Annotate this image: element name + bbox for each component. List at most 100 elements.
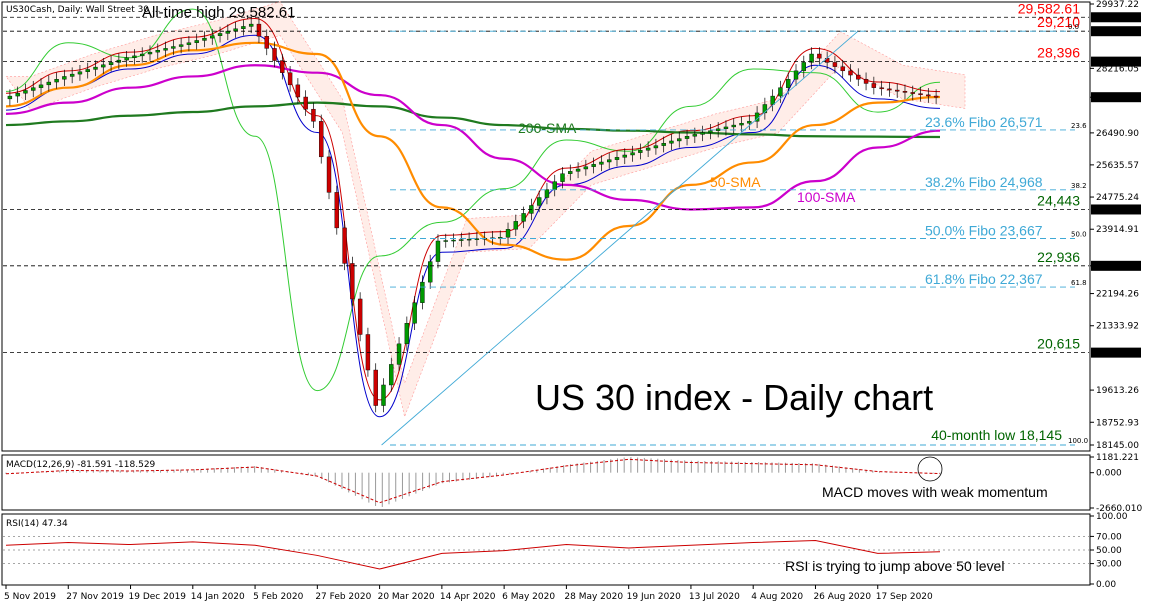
sma-line [5,101,941,139]
level-label: 22,936 [1037,249,1080,265]
candle-down [303,96,308,110]
candle-up [793,70,799,80]
candle-up [536,197,542,206]
current-price-box [1091,92,1141,103]
date-tick-label: 28 May 2020 [564,592,623,602]
candle-down [856,74,861,80]
candle-up [396,343,402,365]
rsi-panel [1,513,1091,586]
candle-down [311,108,316,122]
candle-up [163,48,168,51]
fibo-end-pct: 0.0 [1068,23,1079,31]
candle-up [645,147,651,151]
candle-up [770,95,775,105]
candle-up [638,150,643,153]
date-tick-label: 5 Feb 2020 [253,592,304,602]
candlesticks [7,17,939,413]
price-tick-label: 28216.05 [1096,64,1139,74]
price-tick-label: 23914.91 [1096,225,1139,235]
candle-up [513,221,519,230]
candle-up [210,35,215,39]
candle-down [334,192,339,229]
candle-up [420,281,425,303]
macd-panel [1,454,1091,511]
level-tick-box [1091,26,1141,37]
candle-down [933,95,939,98]
date-tick-label: 26 Aug 2020 [813,592,871,602]
date-tick-label: 19 Dec 2019 [129,592,187,602]
candle-up [404,323,410,345]
candle-up [155,50,160,53]
candle-up [708,130,713,133]
candle-down [848,70,853,76]
rsi-note: RSI is trying to jump above 50 level [785,558,1004,574]
price-tick-label: 21333.92 [1096,322,1139,332]
candle-up [778,87,783,97]
level-tick-label: 20615.00 [1094,349,1137,359]
candle-down [357,298,363,335]
candle-up [233,28,238,32]
fibo-pct: 50.0 [1071,230,1087,238]
date-axis: 5 Nov 2019 27 Nov 2019 19 Dec 2019 14 Jan 2… [4,585,933,602]
candle-up [7,95,13,100]
candle-down [287,72,293,86]
ath-annotation: All-time high 29,582.61 [142,4,295,21]
candle-up [427,261,433,283]
date-tick-label: 6 May 2020 [502,592,555,602]
trend-line [381,30,859,446]
big-title: US 30 index - Daily chart [535,377,933,418]
candle-up [739,122,744,126]
rsi-indicator: 100.00 70.00 50.00 30.00 0.00 [3,512,1128,590]
fibo-label: 61.8% Fibo 22,367 [925,271,1043,287]
candle-up [101,64,106,68]
sma200-label: 200-SMA [518,120,577,136]
candle-down [295,84,301,98]
date-tick-label: 27 Feb 2020 [315,592,371,602]
candle-up [544,189,550,198]
candle-down [926,94,931,97]
candle-down [342,227,347,264]
candle-up [607,159,612,163]
candle-down [326,156,332,193]
sma100-label: 100-SMA [797,189,856,205]
level-tick-box [1091,12,1141,23]
candle-down [817,53,822,59]
candle-down [832,62,838,67]
candle-up [241,26,246,29]
candle-down [918,93,923,96]
macd-indicator: 1181.221 0.000 -2660.010 [5,453,1142,514]
date-tick-label: 4 Aug 2020 [751,592,803,602]
candle-down [902,91,908,93]
level-tick-box [1091,347,1141,358]
candle-down [272,48,277,61]
candle-down [887,88,892,91]
candle-up [786,79,791,88]
candle-up [731,124,736,128]
candle-up [435,240,441,262]
level-tick-label: 28396.00 [1094,58,1137,68]
candle-up [77,71,83,75]
candle-up [747,121,752,124]
fibo-label: 50.0% Fibo 23,667 [925,222,1043,238]
fibo-label: 23.6% Fibo 26,571 [925,114,1043,130]
candle-up [474,238,480,240]
level-label: 20,615 [1037,336,1080,352]
rsi-tick-label: 30.00 [1096,560,1122,570]
macd-tick-label: -2660.010 [1096,504,1142,514]
candle-up [552,181,557,190]
date-tick-label: 20 Mar 2020 [378,592,435,602]
date-tick-label: 19 Jun 2020 [627,592,681,602]
candle-up [194,40,199,43]
level-tick-box [1091,260,1141,271]
rsi-tick-label: 70.00 [1096,532,1122,542]
candle-up [46,81,52,86]
candle-up [69,73,75,77]
fibo-pct: 38.2 [1071,182,1087,190]
levels: 29,582.61 29582.61 29,210 29210.00 28,396 283… [3,0,1141,446]
candle-up [108,62,114,65]
candle-down [373,369,378,406]
candle-up [591,164,596,167]
level-label: 24,443 [1037,192,1080,208]
price-tick-label: 19613.26 [1096,386,1139,396]
rsi-line [5,539,941,570]
